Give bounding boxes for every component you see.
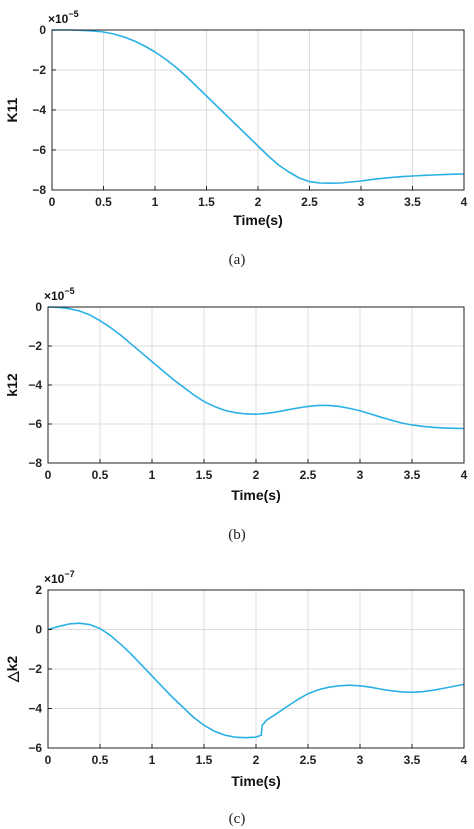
y-tick-label: −2 bbox=[28, 339, 42, 353]
x-tick-label: 3 bbox=[357, 753, 364, 767]
series-line-c bbox=[47, 622, 465, 739]
axis-exponent-label: ×10−7 bbox=[44, 569, 75, 586]
x-tick-label: 1.5 bbox=[198, 195, 215, 209]
y-axis-title: K11 bbox=[4, 97, 20, 122]
x-tick-label: 2.5 bbox=[301, 195, 318, 209]
axis-exponent-label: ×10−5 bbox=[44, 286, 75, 303]
x-tick-label: 2 bbox=[255, 195, 262, 209]
series-line-a bbox=[52, 29, 465, 184]
axis-exponent-label: ×10−5 bbox=[48, 9, 79, 26]
axis-exponent-base: ×10 bbox=[44, 572, 65, 586]
x-tick-label: 4 bbox=[461, 195, 468, 209]
chart-panel-b: 0 0.5 1 1.5 2 2.5 3 3.5 4 0 −2 −4 −6 −8 ×10−5 Time(s) k1… bbox=[4, 286, 468, 543]
x-tick-label: 3 bbox=[357, 468, 364, 482]
axis-exponent-base: ×10 bbox=[48, 12, 69, 26]
x-tick-label: 1 bbox=[149, 753, 156, 767]
y-tick-label: −6 bbox=[28, 741, 42, 755]
y-tick-label: −4 bbox=[28, 378, 42, 392]
y-tick-label: 0 bbox=[39, 23, 46, 37]
x-tick-label: 0.5 bbox=[95, 195, 112, 209]
panel-caption: (c) bbox=[229, 811, 246, 827]
chart-panel-a: 0 0.5 1 1.5 2 2.5 3 3.5 4 0 −2 −4 −6 −8 ×10−5 Time(s) K1… bbox=[4, 9, 468, 268]
y-tick-label: −4 bbox=[32, 103, 46, 117]
x-tick-label: 4 bbox=[461, 468, 468, 482]
x-tick-label: 2 bbox=[253, 468, 260, 482]
chart-panel-c: 0 0.5 1 1.5 2 2.5 3 3.5 4 2 0 −2 −4 −6 ×10−7 Time(s) △k2… bbox=[4, 569, 468, 827]
axis-exponent-power: −5 bbox=[68, 9, 78, 19]
x-axis-title: Time(s) bbox=[231, 487, 281, 503]
y-axis-title: △k2 bbox=[4, 656, 20, 684]
x-tick-label: 1 bbox=[149, 468, 156, 482]
x-tick-label: 0.5 bbox=[92, 753, 109, 767]
axis-exponent-power: −5 bbox=[64, 286, 74, 296]
x-tick-label: 0 bbox=[45, 753, 52, 767]
x-tick-label: 3 bbox=[358, 195, 365, 209]
x-tick-label: 3.5 bbox=[404, 753, 421, 767]
y-tick-label: 0 bbox=[35, 623, 42, 637]
x-tick-label: 2.5 bbox=[300, 468, 317, 482]
y-tick-label: 0 bbox=[35, 300, 42, 314]
y-tick-label: −4 bbox=[28, 702, 42, 716]
y-tick-label: −6 bbox=[32, 143, 46, 157]
x-tick-label: 1 bbox=[152, 195, 159, 209]
panel-caption: (a) bbox=[229, 252, 246, 268]
axis-exponent-power: −7 bbox=[64, 569, 74, 579]
y-tick-label: −8 bbox=[28, 456, 42, 470]
y-tick-label: −2 bbox=[32, 63, 46, 77]
x-axis-title: Time(s) bbox=[233, 212, 283, 228]
x-tick-label: 1.5 bbox=[196, 753, 213, 767]
y-tick-label: −2 bbox=[28, 662, 42, 676]
y-tick-label: −8 bbox=[32, 183, 46, 197]
x-tick-label: 0 bbox=[45, 468, 52, 482]
axis-exponent-base: ×10 bbox=[44, 289, 65, 303]
y-axis-title: k12 bbox=[4, 373, 20, 397]
y-tick-label: −6 bbox=[28, 417, 42, 431]
x-tick-label: 3.5 bbox=[404, 468, 421, 482]
x-tick-label: 1.5 bbox=[196, 468, 213, 482]
x-tick-label: 4 bbox=[461, 753, 468, 767]
x-tick-label: 2.5 bbox=[300, 753, 317, 767]
y-tick-label: 2 bbox=[35, 583, 42, 597]
x-axis-title: Time(s) bbox=[231, 773, 281, 789]
panel-caption: (b) bbox=[228, 527, 246, 543]
x-tick-label: 0 bbox=[49, 195, 56, 209]
x-tick-label: 3.5 bbox=[404, 195, 421, 209]
x-tick-label: 0.5 bbox=[92, 468, 109, 482]
series-line-b bbox=[47, 306, 465, 430]
x-tick-label: 2 bbox=[253, 753, 260, 767]
